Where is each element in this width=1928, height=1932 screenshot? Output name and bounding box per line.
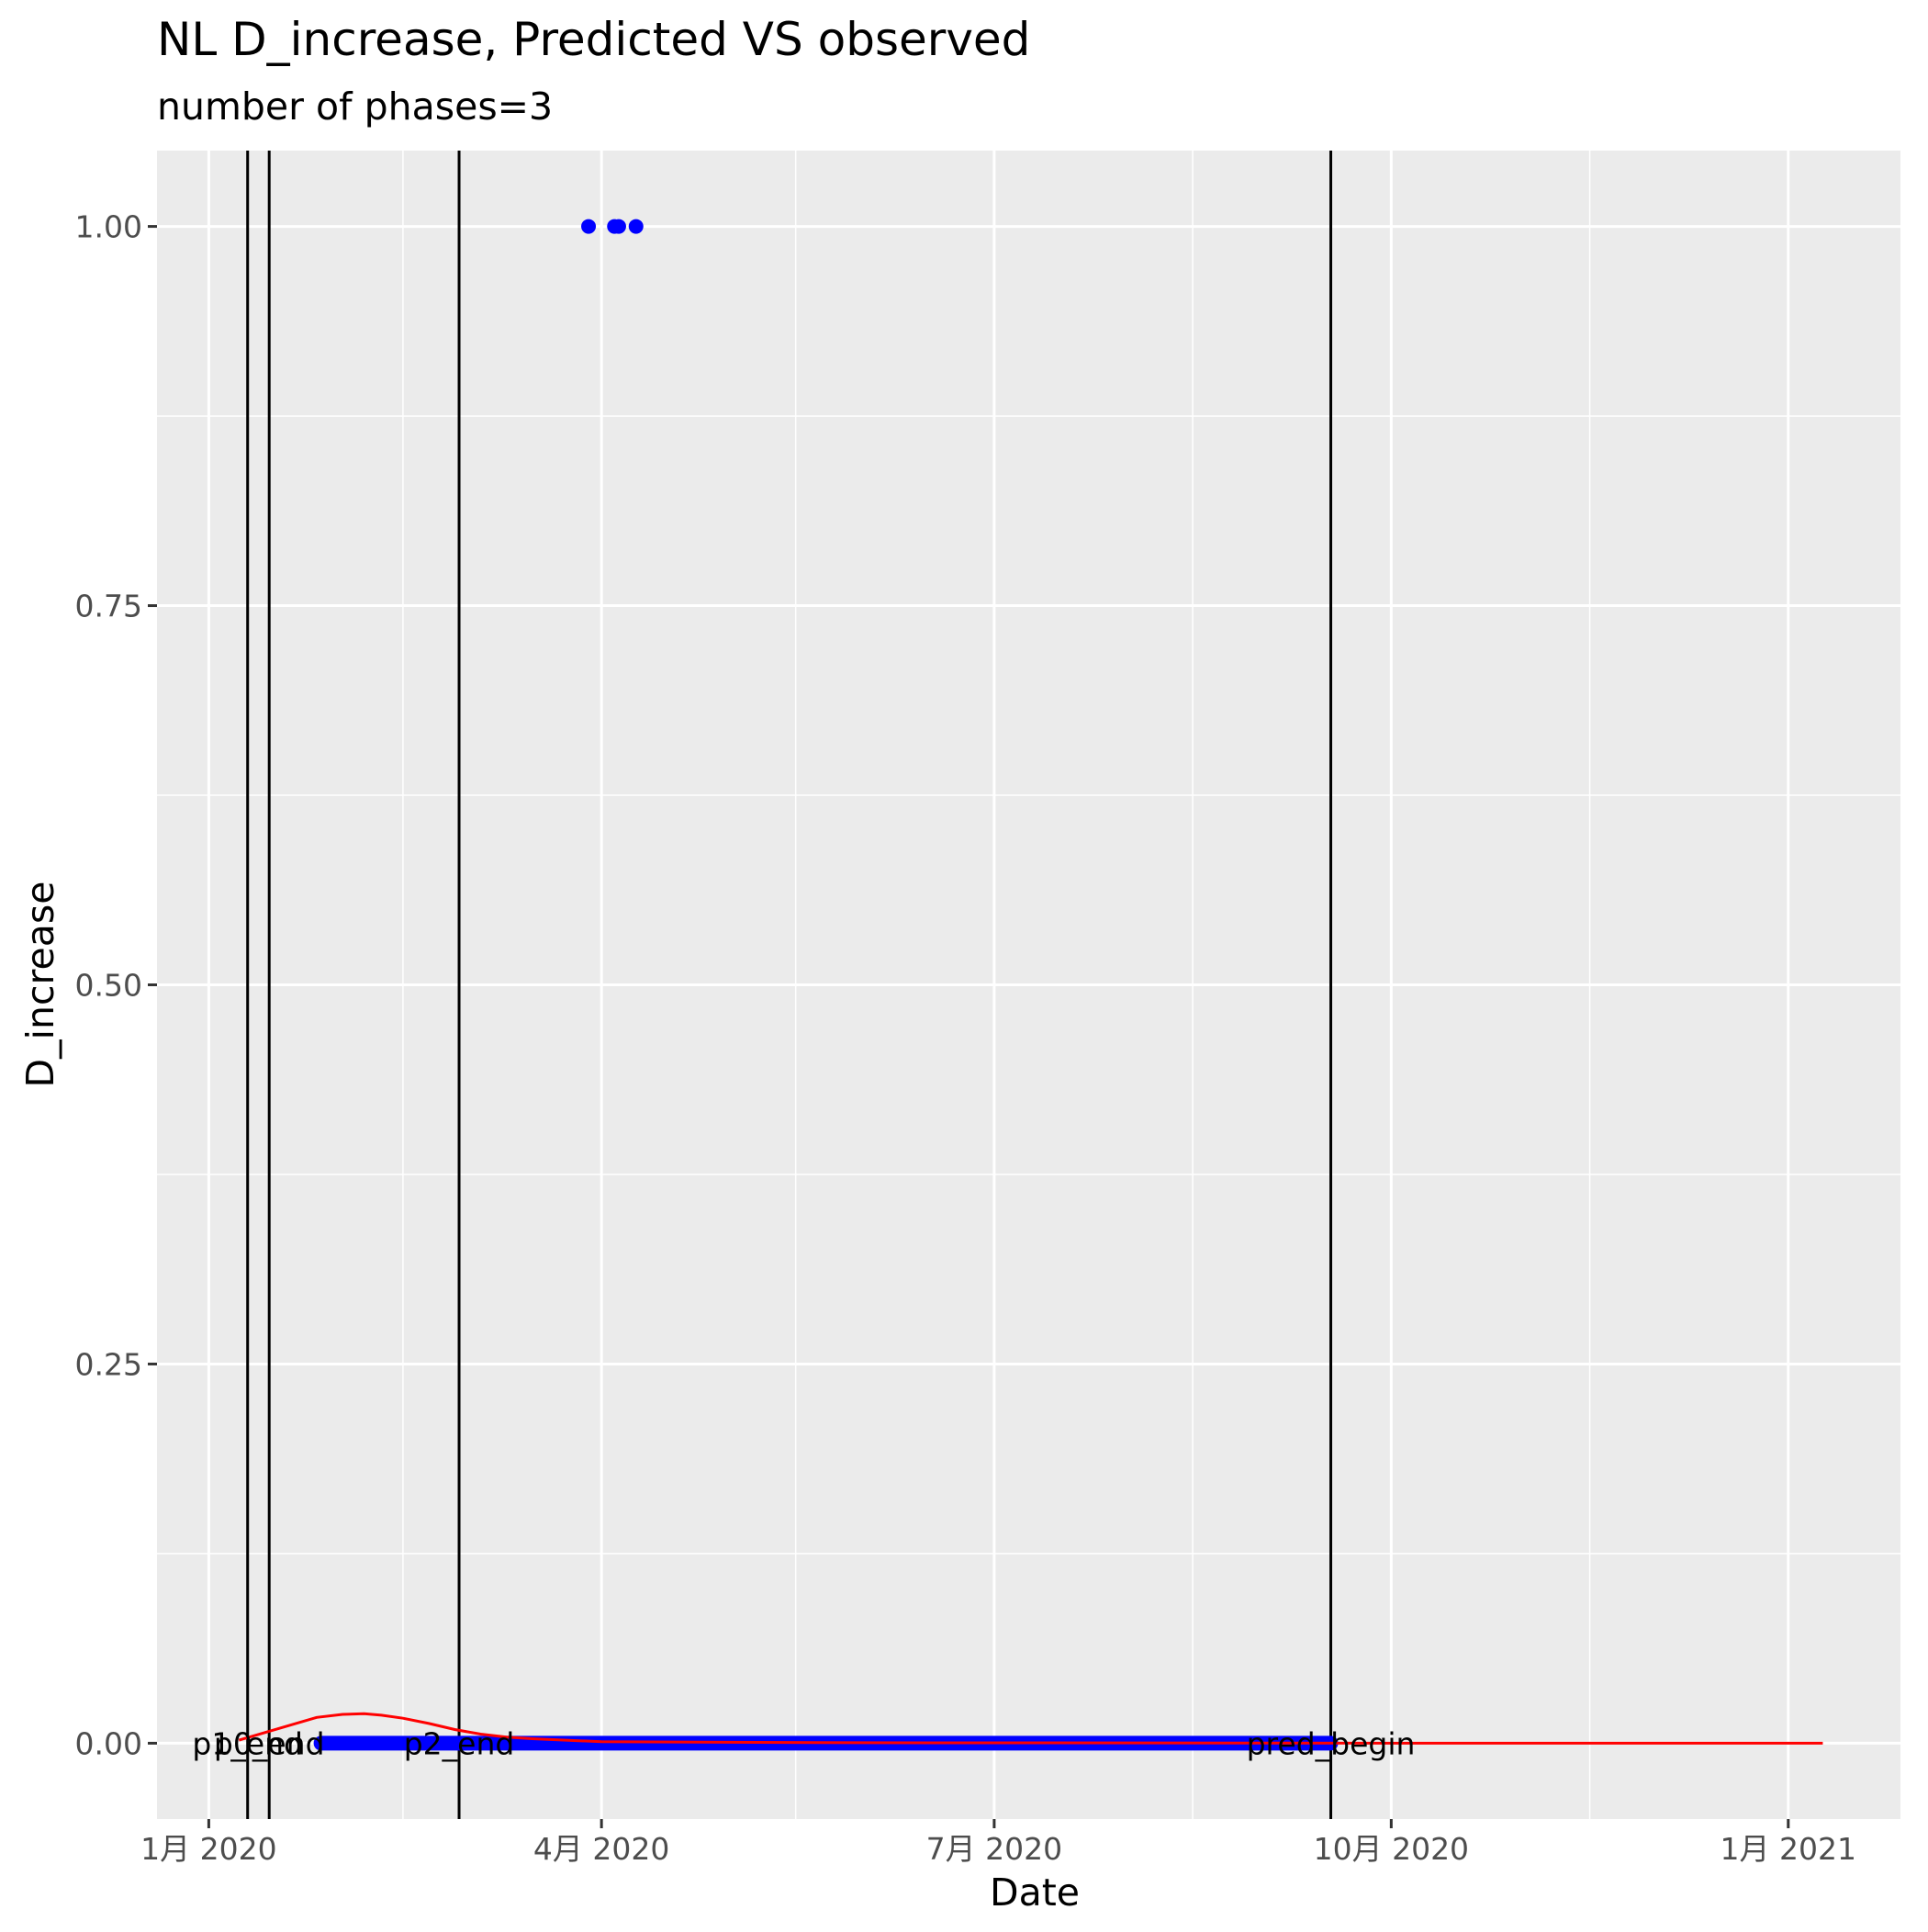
x-tick-label: 1月 2021 [1721,1831,1856,1867]
phase-label: p0_end [214,1725,325,1761]
observed-point [628,219,644,234]
predicted-series [238,1712,1823,1745]
y-tick-label: 0.25 [75,1346,142,1382]
y-tick-label: 0.75 [75,589,142,624]
phase-label: p1_end [192,1725,303,1761]
axes: 0.00 0.25 0.50 0.75 1.00 1月 2020 4月 2020 7月 202… [75,209,1857,1867]
observed-point [581,219,597,234]
chart-title: NL D_increase, Predicted VS observed [157,13,1031,66]
observed-point [611,219,626,234]
y-tick-label: 0.50 [75,968,142,1004]
x-tick-label: 4月 2020 [533,1831,669,1867]
y-tick-label: 1.00 [75,209,142,245]
x-tick-label: 7月 2020 [926,1831,1062,1867]
y-tick-label: 0.00 [75,1725,142,1761]
x-axis-title: Date [990,1870,1080,1915]
phase-label: pred_begin [1247,1725,1416,1761]
phase-label: p2_end [404,1725,515,1761]
y-axis-title: D_increase [18,882,62,1088]
x-tick-label: 1月 2020 [140,1831,276,1867]
phase-lines [246,151,1333,1819]
chart-subtitle: number of phases=3 [157,84,554,129]
x-tick-label: 10月 2020 [1314,1831,1469,1867]
predicted-line [238,1712,1823,1745]
